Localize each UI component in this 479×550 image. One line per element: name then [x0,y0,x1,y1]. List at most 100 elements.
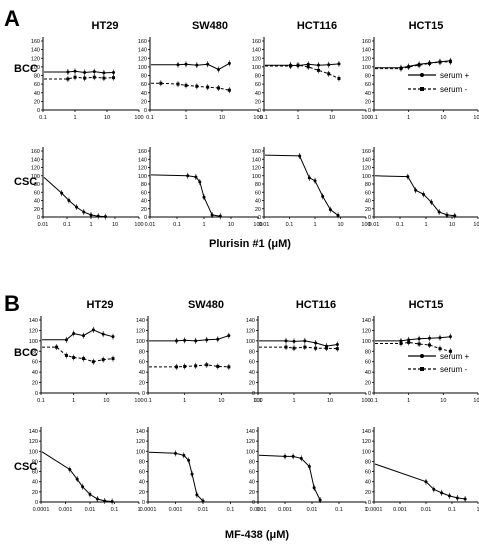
data-point [438,336,442,340]
x-tick-label: 1 [183,398,186,404]
y-tick-label: 120 [31,56,40,62]
data-point [176,63,180,67]
data-point [337,62,341,66]
x-tick-label: 0.1 [37,398,45,404]
x-tick-label: 100 [134,222,143,228]
y-tick-label: 60 [249,360,255,366]
x-tick-label: 1 [364,507,367,513]
x-tick-label: 10 [449,222,455,228]
data-point [216,337,220,341]
y-tick-label: 80 [365,74,371,80]
plot-b-bcc-sw480: 0 20 40 60 80 100 120 140 0.1 1 10 100 [136,316,263,404]
data-point [92,70,96,74]
y-tick-label: 140 [31,48,40,54]
y-tick-label: 20 [365,490,371,496]
legend-b-dashed-marker [420,367,424,371]
legend-b-solid-marker [420,354,424,358]
row-label-b-csc: CSC [14,461,37,473]
x-tick-label: 10 [327,398,333,404]
data-point [428,336,432,340]
x-tick-label: 0.01 [421,507,432,513]
x-tick-label: 100 [134,398,143,404]
legend-a-serum-plus: serum + [440,71,469,80]
data-point [437,210,441,214]
data-point [64,338,68,342]
y-tick-label: 120 [31,166,40,172]
y-tick-label: 140 [29,429,38,435]
y-tick-label: 140 [29,318,38,324]
y-tick-label: 40 [249,370,255,376]
y-tick-label: 0 [252,391,255,397]
plot-a-bcc-hct15: 0 20 40 60 80 100 120 140 160 0.1 1 10 100 [362,37,479,121]
data-point [82,357,86,361]
data-point [206,62,210,66]
y-tick-label: 0 [258,215,261,221]
y-tick-label: 140 [136,318,145,324]
data-point [182,453,186,457]
x-tick-label: 0.001 [393,507,407,513]
plot-a-csc-ht29: 0 20 40 60 80 100 120 140 160 0.01 0.1 1 10 100 [31,147,144,228]
y-tick-label: 20 [34,99,40,105]
y-tick-label: 160 [138,39,147,45]
y-tick-label: 60 [139,360,145,366]
data-point [399,341,403,345]
y-tick-label: 140 [252,157,261,163]
y-tick-label: 80 [365,349,371,355]
plot-b-bcc-ht29: 0 20 40 60 80 100 120 140 0.1 1 10 100 [29,316,144,404]
y-tick-label: 40 [32,370,38,376]
data-point [205,363,209,367]
data-point [102,71,106,75]
x-tick-label: 1 [202,222,205,228]
data-point [206,85,210,89]
x-tick-label: 0.1 [146,115,154,121]
y-tick-label: 60 [365,360,371,366]
data-point [103,499,107,503]
plot-b-csc-ht29: 0 20 40 60 80 100 120 140 0.0001 0.001 0.01 0.1 1 [29,427,141,513]
data-point [82,210,86,214]
y-tick-label: 120 [246,328,255,334]
data-point [195,493,199,497]
column-title-a-3: HCT116 [297,20,337,32]
y-tick-label: 60 [34,82,40,88]
y-tick-label: 0 [368,391,371,397]
plot-a-csc-sw480: 0 20 40 60 80 100 120 140 160 0.01 0.1 1 10 100 [138,147,263,228]
x-tick-label: 1 [313,222,316,228]
x-tick-label: 1 [137,507,140,513]
y-tick-label: 0 [258,108,261,114]
y-tick-label: 20 [365,381,371,387]
x-tick-label: 0.1 [144,398,152,404]
x-tick-label: 1 [476,507,479,513]
data-point [448,60,452,64]
x-tick-label: 100 [253,398,262,404]
y-tick-label: 140 [362,48,371,54]
data-point [89,213,93,217]
x-tick-label: 0.01 [198,507,209,513]
y-tick-label: 100 [136,339,145,345]
y-tick-label: 0 [142,500,145,506]
plot-b-bcc-hct116: 0 20 40 60 80 100 120 140 0.1 1 10 100 [246,316,371,404]
y-tick-label: 60 [32,360,38,366]
data-point [453,214,457,218]
data-point [174,451,177,455]
data-point [205,338,209,342]
fit-curve [43,177,106,218]
data-point [325,346,329,350]
data-point [448,335,452,339]
data-point [218,214,222,218]
y-tick-label: 60 [34,190,40,196]
series-line-serum-minus [42,346,114,363]
data-point [428,343,432,347]
x-tick-label: 0.0001 [366,507,383,513]
data-point [306,65,310,69]
x-tick-label: 100 [361,115,370,121]
data-point [298,154,302,158]
y-tick-label: 40 [365,370,371,376]
y-tick-label: 20 [249,381,255,387]
plot-b-csc-hct15: 0 20 40 60 80 100 120 140 0.0001 0.001 0.01 0.1 1 [362,427,479,513]
x-tick-label: 0.1 [111,507,119,513]
x-tick-label: 10 [440,398,446,404]
x-tick-label: 100 [473,115,479,121]
y-tick-label: 100 [246,339,255,345]
data-point [445,213,449,217]
